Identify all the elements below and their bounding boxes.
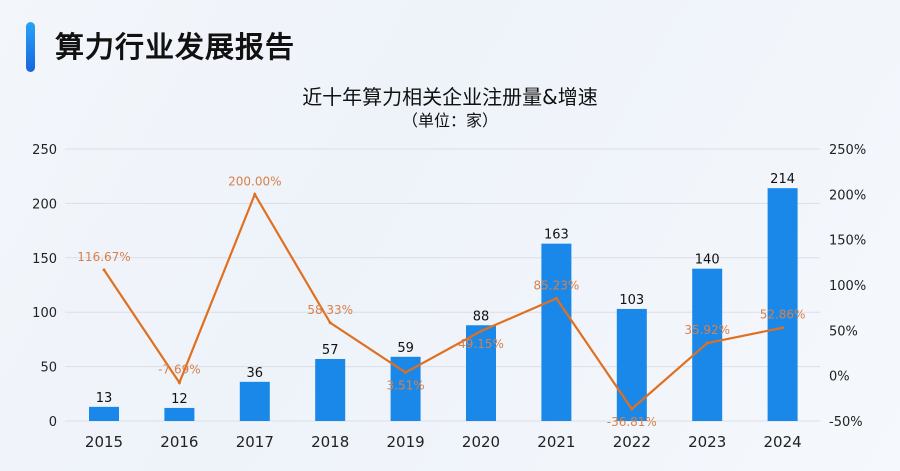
line-point xyxy=(177,381,181,385)
page-title: 算力行业发展报告 xyxy=(55,30,296,64)
y-right-tick: 250% xyxy=(829,143,866,158)
y-left-tick: 0 xyxy=(49,415,57,430)
line-point xyxy=(328,321,332,325)
bar-label: 163 xyxy=(544,228,569,243)
y-right-tick: 200% xyxy=(829,188,866,203)
line-point xyxy=(630,407,634,411)
bar xyxy=(89,406,119,421)
bar-label: 88 xyxy=(473,309,490,324)
bar xyxy=(315,358,346,421)
x-tick: 2023 xyxy=(688,433,726,451)
bar-label: 13 xyxy=(96,391,113,406)
bar xyxy=(767,188,798,421)
title-accent-bar xyxy=(26,22,35,72)
y-right-tick: 0% xyxy=(829,370,850,385)
line-point xyxy=(404,370,408,374)
bar-label: 214 xyxy=(770,172,795,187)
chart-subtitle: （单位：家） xyxy=(401,111,498,130)
x-tick: 2019 xyxy=(387,433,425,451)
line-label: 3.51% xyxy=(387,378,425,392)
line-label: -36.81% xyxy=(607,415,657,429)
line-point xyxy=(102,268,106,272)
line-point xyxy=(479,329,483,333)
y-right-tick: 100% xyxy=(829,279,866,294)
y-left-tick: 50 xyxy=(40,361,57,376)
bar xyxy=(616,308,647,421)
x-tick: 2016 xyxy=(160,433,198,451)
y-left-tick: 100 xyxy=(32,306,57,321)
y-right-tick: 150% xyxy=(829,234,866,249)
x-tick: 2018 xyxy=(311,433,349,451)
x-tick: 2021 xyxy=(537,433,575,451)
x-tick: 2020 xyxy=(462,433,500,451)
bar xyxy=(164,407,195,421)
y-left-tick: 150 xyxy=(32,252,57,267)
bar-label: 103 xyxy=(619,293,644,308)
x-tick: 2017 xyxy=(236,433,274,451)
line-label: 52.86% xyxy=(760,308,806,322)
line-point xyxy=(554,296,558,300)
line-point xyxy=(705,341,709,345)
x-tick: 2022 xyxy=(613,433,651,451)
x-tick: 2024 xyxy=(764,433,802,451)
bar-label: 12 xyxy=(171,392,188,407)
y-right-tick: -50% xyxy=(829,415,863,430)
bar-label: 36 xyxy=(247,366,264,381)
y-right-tick: 50% xyxy=(829,324,858,339)
chart-title: 近十年算力相关企业注册量&增速 xyxy=(302,85,598,109)
line-point xyxy=(781,326,785,330)
bar-label: 140 xyxy=(695,253,720,268)
line-point xyxy=(253,192,257,196)
bar-label: 57 xyxy=(322,343,339,358)
line-label: 116.67% xyxy=(77,250,130,264)
x-tick: 2015 xyxy=(85,433,123,451)
bar xyxy=(541,243,572,421)
y-left-tick: 200 xyxy=(32,197,57,212)
line-label: -7.69% xyxy=(158,363,200,377)
y-left-tick: 250 xyxy=(32,143,57,158)
bar xyxy=(239,381,270,421)
line-label: 49.15% xyxy=(458,337,504,351)
bar-label: 59 xyxy=(397,341,414,356)
line-label: 200.00% xyxy=(228,174,281,188)
bar xyxy=(466,325,496,421)
bar xyxy=(692,268,723,421)
line-label: 85.23% xyxy=(534,278,580,292)
line-label: 35.92% xyxy=(684,323,730,337)
growth-line xyxy=(103,191,783,411)
line-label: 58.33% xyxy=(307,303,353,317)
